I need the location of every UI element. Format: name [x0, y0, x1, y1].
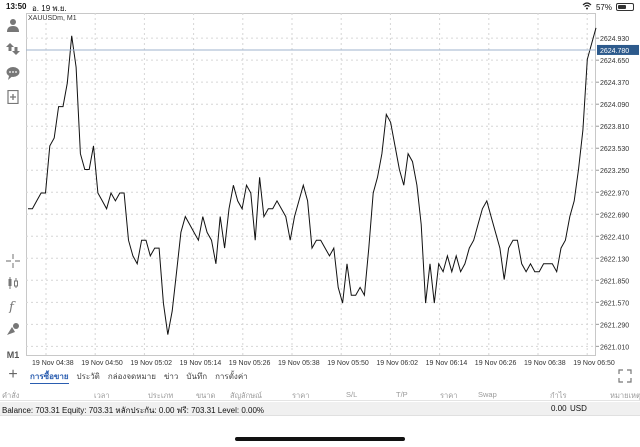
column-header: หมายเหตุ [610, 391, 640, 400]
time-tick-label: 19 Nov 04:50 [81, 360, 123, 367]
account-currency: USD [570, 404, 587, 413]
price-tick-label: 2624.370 [600, 80, 629, 87]
battery-percent: 57% [595, 2, 612, 12]
tab-4[interactable]: บันทึก [186, 372, 208, 381]
current-price-badge [597, 44, 639, 55]
function-icon[interactable]: f [5, 298, 21, 314]
status-date: อ. 19 พ.ย. [32, 4, 67, 13]
bottom-tabs: การซื้อขาย ประวัติ กล่องจดหมาย ข่าว บันทึก กา… [30, 370, 248, 384]
time-tick-label: 19 Nov 05:14 [180, 360, 222, 367]
price-tick-label: 2624.930 [600, 36, 629, 43]
column-header: เวลา [94, 391, 110, 400]
current-price-label: 2624.780 [600, 48, 629, 55]
time-tick-label: 19 Nov 06:14 [426, 360, 468, 367]
timeframe-button[interactable]: M1 [6, 350, 20, 360]
time-tick-label: 19 Nov 06:50 [573, 360, 615, 367]
price-tick-label: 2623.530 [600, 146, 629, 153]
price-tick-label: 2621.570 [600, 300, 629, 307]
time-tick-label: 19 Nov 05:50 [327, 360, 369, 367]
tab-2[interactable]: กล่องจดหมาย [107, 372, 156, 381]
chart-toolbar: f M1 [0, 13, 26, 368]
column-header: คำสั่ง [2, 391, 20, 400]
trade-table-header: คำสั่ง เวลา ประเภท ขนาด สัญลักษณ์ ราคา S/L T/P ร… [0, 389, 640, 401]
price-tick-label: 2622.690 [600, 212, 629, 219]
crosshair-icon[interactable] [5, 253, 21, 269]
tab-5[interactable]: การตั้งค่า [215, 372, 248, 381]
wifi-icon [582, 2, 592, 12]
column-header: ราคา [292, 391, 310, 400]
price-chart[interactable]: 2624.930 2624.650 2624.370 2624.090 2623.810… [26, 13, 640, 368]
home-indicator [235, 437, 405, 441]
status-right: 57% [582, 2, 634, 12]
svg-text:f: f [8, 300, 16, 313]
total-profit: 0.00 [551, 404, 567, 413]
time-tick-label: 19 Nov 06:02 [376, 360, 418, 367]
column-header: Swap [478, 390, 497, 399]
add-button[interactable]: + [8, 366, 18, 383]
column-header: ขนาด [196, 391, 216, 400]
chart-canvas[interactable]: 2624.930 2624.650 2624.370 2624.090 2623.810… [26, 13, 640, 368]
price-tick-label: 2621.010 [600, 344, 629, 351]
price-tick-label: 2621.850 [600, 278, 629, 285]
column-header: กำไร [550, 391, 567, 400]
price-tick-label: 2622.970 [600, 190, 629, 197]
status-time: 13:50 [6, 2, 27, 11]
column-header: ราคา [440, 391, 458, 400]
price-tick-label: 2622.410 [600, 234, 629, 241]
chart-symbol-label: XAUUSDm, M1 [28, 15, 77, 22]
column-header: ประเภท [148, 391, 174, 400]
account-summary-row: Balance: 703.31 Equity: 703.31 หลักประกั… [0, 402, 640, 416]
time-tick-label: 19 Nov 05:02 [130, 360, 172, 367]
price-tick-label: 2621.290 [600, 322, 629, 329]
account-summary: Balance: 703.31 Equity: 703.31 หลักประกั… [2, 406, 265, 415]
chat-icon[interactable] [5, 65, 21, 81]
tab-1[interactable]: ประวัติ [76, 372, 100, 381]
add-indicator-icon[interactable] [5, 89, 21, 105]
time-tick-label: 19 Nov 06:38 [524, 360, 566, 367]
time-tick-label: 19 Nov 05:26 [229, 360, 271, 367]
objects-icon[interactable] [5, 321, 21, 337]
time-tick-label: 19 Nov 06:26 [475, 360, 517, 367]
price-tick-label: 2623.250 [600, 168, 629, 175]
price-tick-label: 2624.090 [600, 102, 629, 109]
time-tick-label: 19 Nov 05:38 [278, 360, 320, 367]
price-tick-label: 2623.810 [600, 124, 629, 131]
trade-icon[interactable] [5, 41, 21, 57]
column-header: T/P [396, 390, 408, 399]
person-icon[interactable] [5, 17, 21, 33]
price-tick-label: 2622.130 [600, 256, 629, 263]
time-tick-label: 19 Nov 04:38 [32, 360, 74, 367]
plot-frame [26, 13, 596, 356]
tab-0[interactable]: การซื้อขาย [30, 370, 69, 384]
column-header: สัญลักษณ์ [230, 391, 263, 400]
battery-icon [616, 3, 634, 11]
price-series-line [28, 27, 597, 335]
column-header: S/L [346, 390, 358, 399]
status-bar: 13:50 อ. 19 พ.ย. 57% [0, 0, 640, 13]
tab-3[interactable]: ข่าว [163, 372, 179, 381]
expand-icon[interactable] [618, 369, 632, 383]
price-tick-label: 2624.650 [600, 58, 629, 65]
candlestick-icon[interactable] [5, 275, 21, 291]
